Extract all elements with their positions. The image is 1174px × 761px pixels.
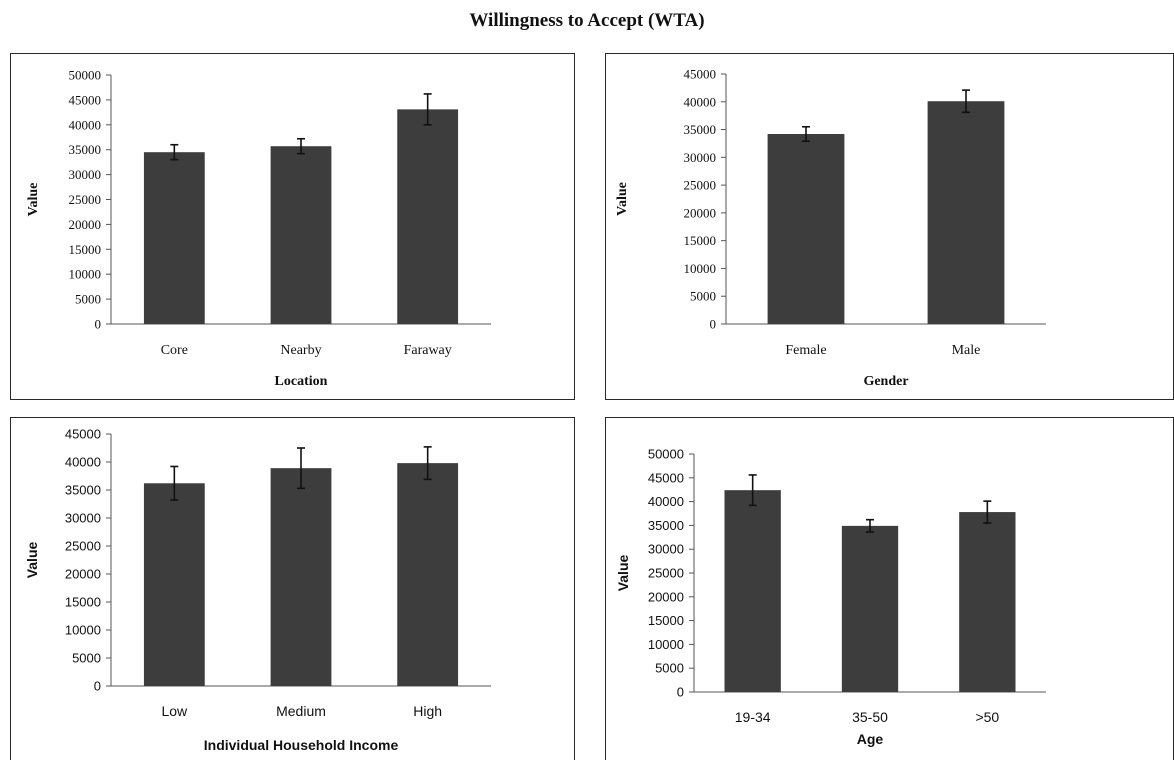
- bar: [270, 146, 332, 324]
- y-tick-label: 25000: [69, 192, 102, 207]
- error-bar: [802, 125, 810, 143]
- y-tick-label: 25000: [684, 178, 717, 193]
- error-bar: [297, 137, 305, 155]
- x-axis-title: Age: [857, 731, 884, 747]
- y-tick-label: 0: [95, 317, 102, 332]
- location-panel: 0 5000 10000 15000 20000 25000 30000 35000 40000…: [10, 53, 575, 400]
- error-bar: [297, 447, 305, 490]
- y-axis-title: Value: [615, 182, 630, 216]
- bar: [397, 109, 459, 324]
- bar: [927, 101, 1005, 324]
- y-tick-label: 30000: [648, 542, 684, 557]
- y-tick-label: 10000: [648, 637, 684, 652]
- y-tick-label: 0: [677, 685, 684, 700]
- y-tick-label: 15000: [69, 242, 102, 257]
- y-tick-label: 10000: [65, 623, 101, 638]
- y-tick-label: 40000: [648, 494, 684, 509]
- y-tick-label: 45000: [684, 67, 717, 82]
- y-tick-label: 25000: [648, 566, 684, 581]
- y-tick-label: 45000: [69, 92, 102, 107]
- y-tick-label: 15000: [65, 595, 101, 610]
- age-chart: 0 5000 10000 15000 20000 25000 30000 35000 40000…: [615, 447, 1046, 747]
- x-axis-title: Gender: [863, 374, 908, 389]
- bar: [397, 463, 459, 686]
- bar: [270, 468, 332, 686]
- y-tick-label: 35000: [65, 483, 101, 498]
- category-label: Female: [785, 343, 826, 358]
- y-tick-label: 5000: [72, 651, 101, 666]
- y-tick-label: 20000: [69, 217, 102, 232]
- category-label: Low: [161, 703, 188, 719]
- y-tick-label: 50000: [69, 68, 102, 83]
- y-tick-label: 30000: [65, 511, 101, 526]
- error-bar: [423, 93, 432, 126]
- y-tick-label: 10000: [69, 267, 102, 282]
- y-tick-label: 20000: [65, 567, 101, 582]
- y-tick-label: 30000: [69, 167, 102, 182]
- y-tick-label: 0: [710, 317, 717, 332]
- category-label: Nearby: [280, 343, 321, 358]
- y-tick-label: 45000: [648, 470, 684, 485]
- y-tick-label: 25000: [65, 539, 101, 554]
- y-axis-title: Value: [24, 542, 40, 579]
- error-bar: [423, 446, 432, 481]
- y-tick-label: 5000: [75, 292, 101, 307]
- category-label: Medium: [276, 703, 326, 719]
- x-axis-title: Location: [275, 374, 328, 389]
- bar: [143, 483, 205, 686]
- location-chart: 0 5000 10000 15000 20000 25000 30000 35000 40000…: [26, 68, 491, 389]
- y-tick-label: 40000: [684, 94, 717, 109]
- y-tick-label: 20000: [684, 205, 717, 220]
- y-tick-label: 40000: [69, 117, 102, 132]
- y-tick-label: 35000: [69, 142, 102, 157]
- y-tick-label: 0: [94, 679, 101, 694]
- category-label: Faraway: [404, 343, 452, 358]
- y-tick-label: 45000: [65, 427, 101, 442]
- y-tick-label: 40000: [65, 455, 101, 470]
- category-label: Male: [952, 343, 981, 358]
- y-tick-label: 20000: [648, 589, 684, 604]
- category-label: >50: [975, 709, 999, 725]
- category-label: High: [413, 703, 442, 719]
- y-tick-label: 5000: [655, 661, 684, 676]
- category-label: 19-34: [735, 709, 771, 725]
- error-bar: [983, 500, 992, 524]
- y-axis-title: Value: [26, 183, 41, 217]
- income-chart: 0 5000 10000 15000 20000 25000 30000 35000 40000…: [24, 427, 491, 753]
- category-label: 35-50: [852, 709, 888, 725]
- error-bar: [962, 89, 970, 114]
- y-tick-label: 10000: [684, 261, 717, 276]
- y-tick-label: 35000: [648, 518, 684, 533]
- y-tick-label: 35000: [684, 122, 717, 137]
- bar: [767, 134, 845, 324]
- y-axis-title: Value: [615, 555, 631, 592]
- gender-panel: 0 5000 10000 15000 20000 25000 30000 35000 40000…: [605, 53, 1174, 400]
- error-bar: [170, 143, 179, 161]
- error-bar: [866, 518, 874, 533]
- x-axis-title: Individual Household Income: [204, 737, 399, 753]
- error-bar: [170, 465, 179, 501]
- bar: [959, 512, 1016, 692]
- income-panel: 0 5000 10000 15000 20000 25000 30000 35000 40000…: [10, 417, 575, 760]
- bar: [841, 525, 899, 692]
- category-label: Core: [161, 343, 188, 358]
- bar: [143, 152, 205, 324]
- chart-title: Willingness to Accept (WTA): [469, 10, 705, 31]
- y-tick-label: 15000: [684, 233, 717, 248]
- gender-chart: 0 5000 10000 15000 20000 25000 30000 35000 40000…: [615, 67, 1046, 389]
- y-tick-label: 30000: [684, 150, 717, 165]
- error-bar: [748, 474, 757, 507]
- bar: [724, 490, 781, 692]
- age-panel: 0 5000 10000 15000 20000 25000 30000 35000 40000…: [605, 417, 1174, 760]
- y-tick-label: 5000: [690, 289, 716, 304]
- y-tick-label: 15000: [648, 613, 684, 628]
- y-tick-label: 50000: [648, 447, 684, 462]
